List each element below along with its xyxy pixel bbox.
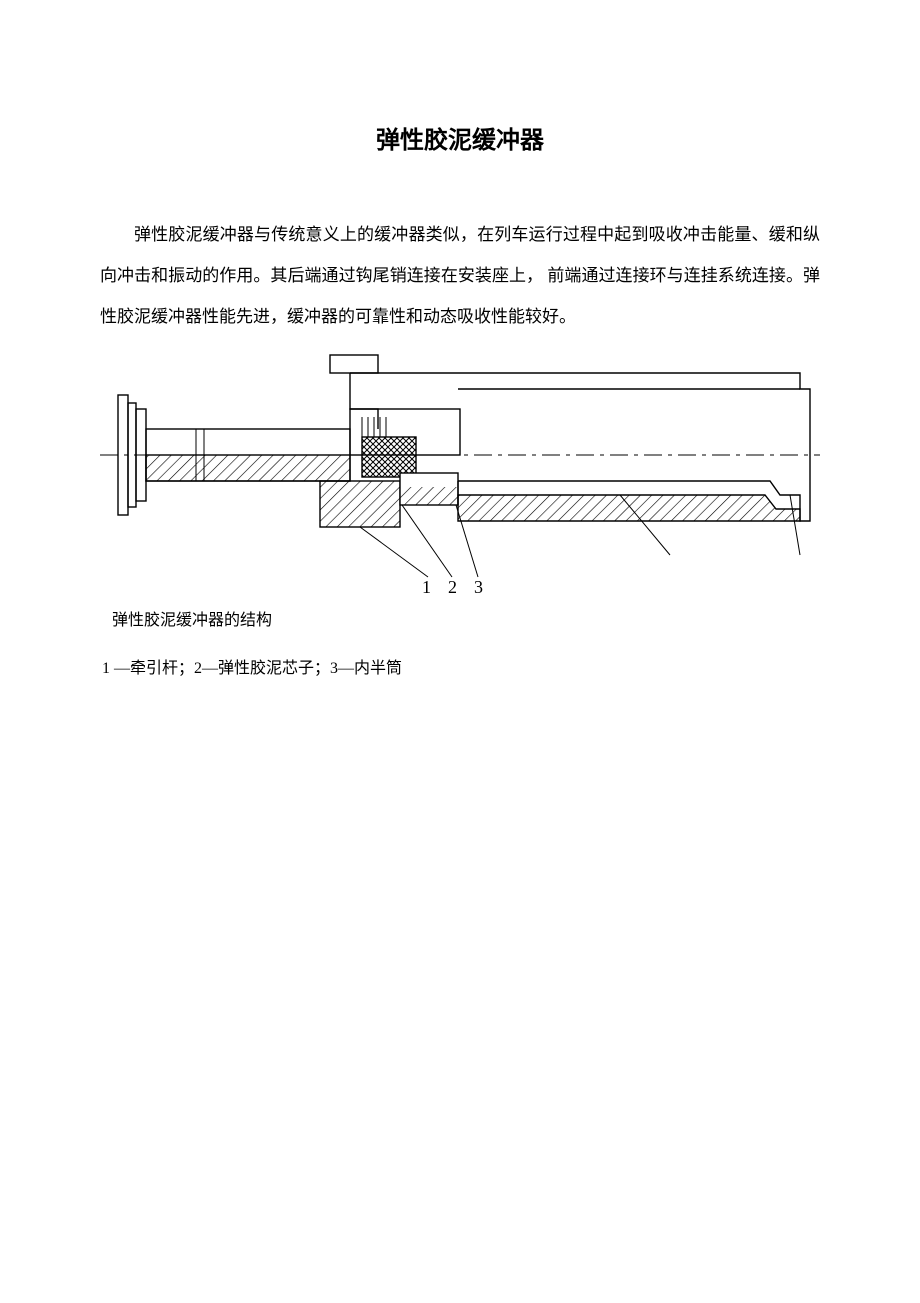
- main-paragraph: 弹性胶泥缓冲器与传统意义上的缓冲器类似，在列车运行过程中起到吸收冲击能量、缓和纵…: [100, 215, 820, 337]
- diagram-label-3: 3: [474, 577, 483, 595]
- diagram-svg: 1 2 3: [100, 345, 820, 595]
- page-title: 弹性胶泥缓冲器: [100, 120, 820, 155]
- diagram-caption: 弹性胶泥缓冲器的结构: [112, 606, 820, 630]
- diagram-legend: 1 —牵引杆；2—弹性胶泥芯子；3—内半筒: [102, 654, 820, 678]
- structure-diagram: 1 2 3: [100, 345, 820, 600]
- diagram-label-2: 2: [448, 577, 457, 595]
- diagram-label-1: 1: [422, 577, 431, 595]
